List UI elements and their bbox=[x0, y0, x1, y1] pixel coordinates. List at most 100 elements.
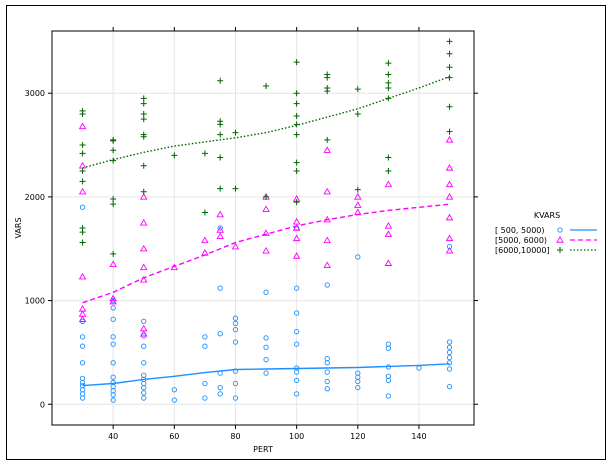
x-tick-label: 80 bbox=[230, 432, 240, 441]
data-point bbox=[292, 234, 301, 242]
data-point bbox=[355, 370, 361, 376]
data-point bbox=[446, 349, 453, 356]
data-point bbox=[323, 146, 331, 153]
data-point bbox=[385, 341, 392, 347]
legend-title: KVARS bbox=[534, 211, 560, 220]
data-point bbox=[79, 360, 86, 366]
data-point bbox=[385, 364, 392, 370]
data-point bbox=[293, 131, 300, 138]
data-point bbox=[445, 246, 454, 254]
legend-label: [ 500, 5000) bbox=[495, 226, 545, 235]
x-tick-label: 120 bbox=[350, 432, 365, 441]
data-point bbox=[79, 382, 86, 389]
legend-marker bbox=[557, 247, 563, 253]
x-axis-title: PERT bbox=[253, 445, 273, 454]
data-point bbox=[217, 285, 223, 291]
data-point bbox=[201, 150, 208, 157]
data-point bbox=[445, 135, 454, 143]
data-point bbox=[385, 79, 392, 86]
data-point bbox=[293, 199, 300, 206]
data-point bbox=[263, 370, 269, 376]
data-point bbox=[232, 368, 239, 374]
data-point bbox=[110, 305, 116, 311]
data-point bbox=[110, 360, 116, 366]
data-point bbox=[446, 50, 453, 57]
data-point bbox=[384, 180, 393, 188]
data-point bbox=[170, 263, 179, 271]
data-point bbox=[355, 385, 361, 391]
data-point bbox=[232, 395, 239, 401]
data-point bbox=[293, 285, 300, 291]
data-point bbox=[79, 167, 86, 174]
data-point bbox=[110, 136, 117, 143]
data-point bbox=[79, 178, 86, 185]
data-point bbox=[416, 365, 422, 371]
data-point bbox=[217, 385, 223, 391]
data-point bbox=[139, 324, 148, 332]
data-point bbox=[109, 294, 117, 302]
data-point bbox=[141, 390, 147, 396]
data-point bbox=[217, 225, 223, 231]
data-point bbox=[232, 315, 239, 321]
data-point bbox=[232, 320, 239, 327]
legend-label: [6000,10000] bbox=[495, 246, 550, 255]
data-point bbox=[324, 136, 331, 143]
data-point bbox=[385, 393, 392, 399]
data-point bbox=[446, 128, 453, 135]
data-point bbox=[109, 260, 117, 267]
trend-line-2 bbox=[82, 75, 450, 169]
data-point bbox=[293, 100, 300, 107]
data-point bbox=[293, 377, 300, 384]
data-point bbox=[292, 224, 301, 231]
series-points-1 bbox=[78, 122, 454, 337]
data-point bbox=[324, 85, 331, 92]
data-point bbox=[110, 379, 116, 386]
data-point bbox=[216, 210, 224, 218]
data-point bbox=[79, 150, 86, 157]
data-point bbox=[446, 74, 453, 81]
data-point bbox=[293, 310, 300, 316]
data-point bbox=[216, 226, 224, 233]
data-point bbox=[78, 304, 87, 312]
data-point bbox=[263, 344, 269, 350]
data-point bbox=[217, 77, 224, 84]
data-point bbox=[217, 370, 223, 376]
data-point bbox=[202, 380, 208, 387]
data-point bbox=[79, 375, 86, 381]
data-point bbox=[445, 163, 454, 171]
data-point bbox=[109, 297, 117, 305]
data-point bbox=[110, 316, 116, 322]
legend-marker bbox=[556, 236, 564, 243]
data-point bbox=[354, 201, 362, 208]
data-point bbox=[232, 339, 239, 345]
data-point bbox=[232, 129, 239, 136]
legend: KVARS [ 500, 5000)[5000, 6000)[6000,1000… bbox=[495, 211, 597, 255]
data-point bbox=[139, 192, 148, 200]
data-point bbox=[263, 357, 269, 363]
data-point bbox=[171, 152, 178, 159]
data-point bbox=[110, 374, 116, 380]
plot-panel bbox=[51, 30, 475, 426]
data-point bbox=[324, 386, 330, 392]
data-point bbox=[110, 397, 116, 403]
data-point bbox=[139, 263, 148, 271]
data-point bbox=[140, 131, 147, 138]
data-point bbox=[232, 380, 239, 387]
data-point bbox=[217, 154, 224, 161]
data-point bbox=[140, 116, 147, 123]
data-point bbox=[232, 185, 239, 192]
data-point bbox=[323, 236, 331, 244]
data-point bbox=[141, 318, 147, 324]
data-point bbox=[385, 154, 392, 161]
data-point bbox=[110, 157, 117, 164]
data-point bbox=[110, 195, 117, 202]
data-point bbox=[263, 335, 269, 341]
data-point bbox=[139, 244, 148, 252]
data-point bbox=[202, 343, 208, 349]
data-point bbox=[79, 239, 86, 246]
data-point bbox=[323, 215, 331, 223]
data-point bbox=[217, 185, 224, 192]
data-point bbox=[293, 113, 300, 120]
data-point bbox=[354, 186, 361, 193]
y-tick-label: 1000 bbox=[25, 297, 45, 306]
